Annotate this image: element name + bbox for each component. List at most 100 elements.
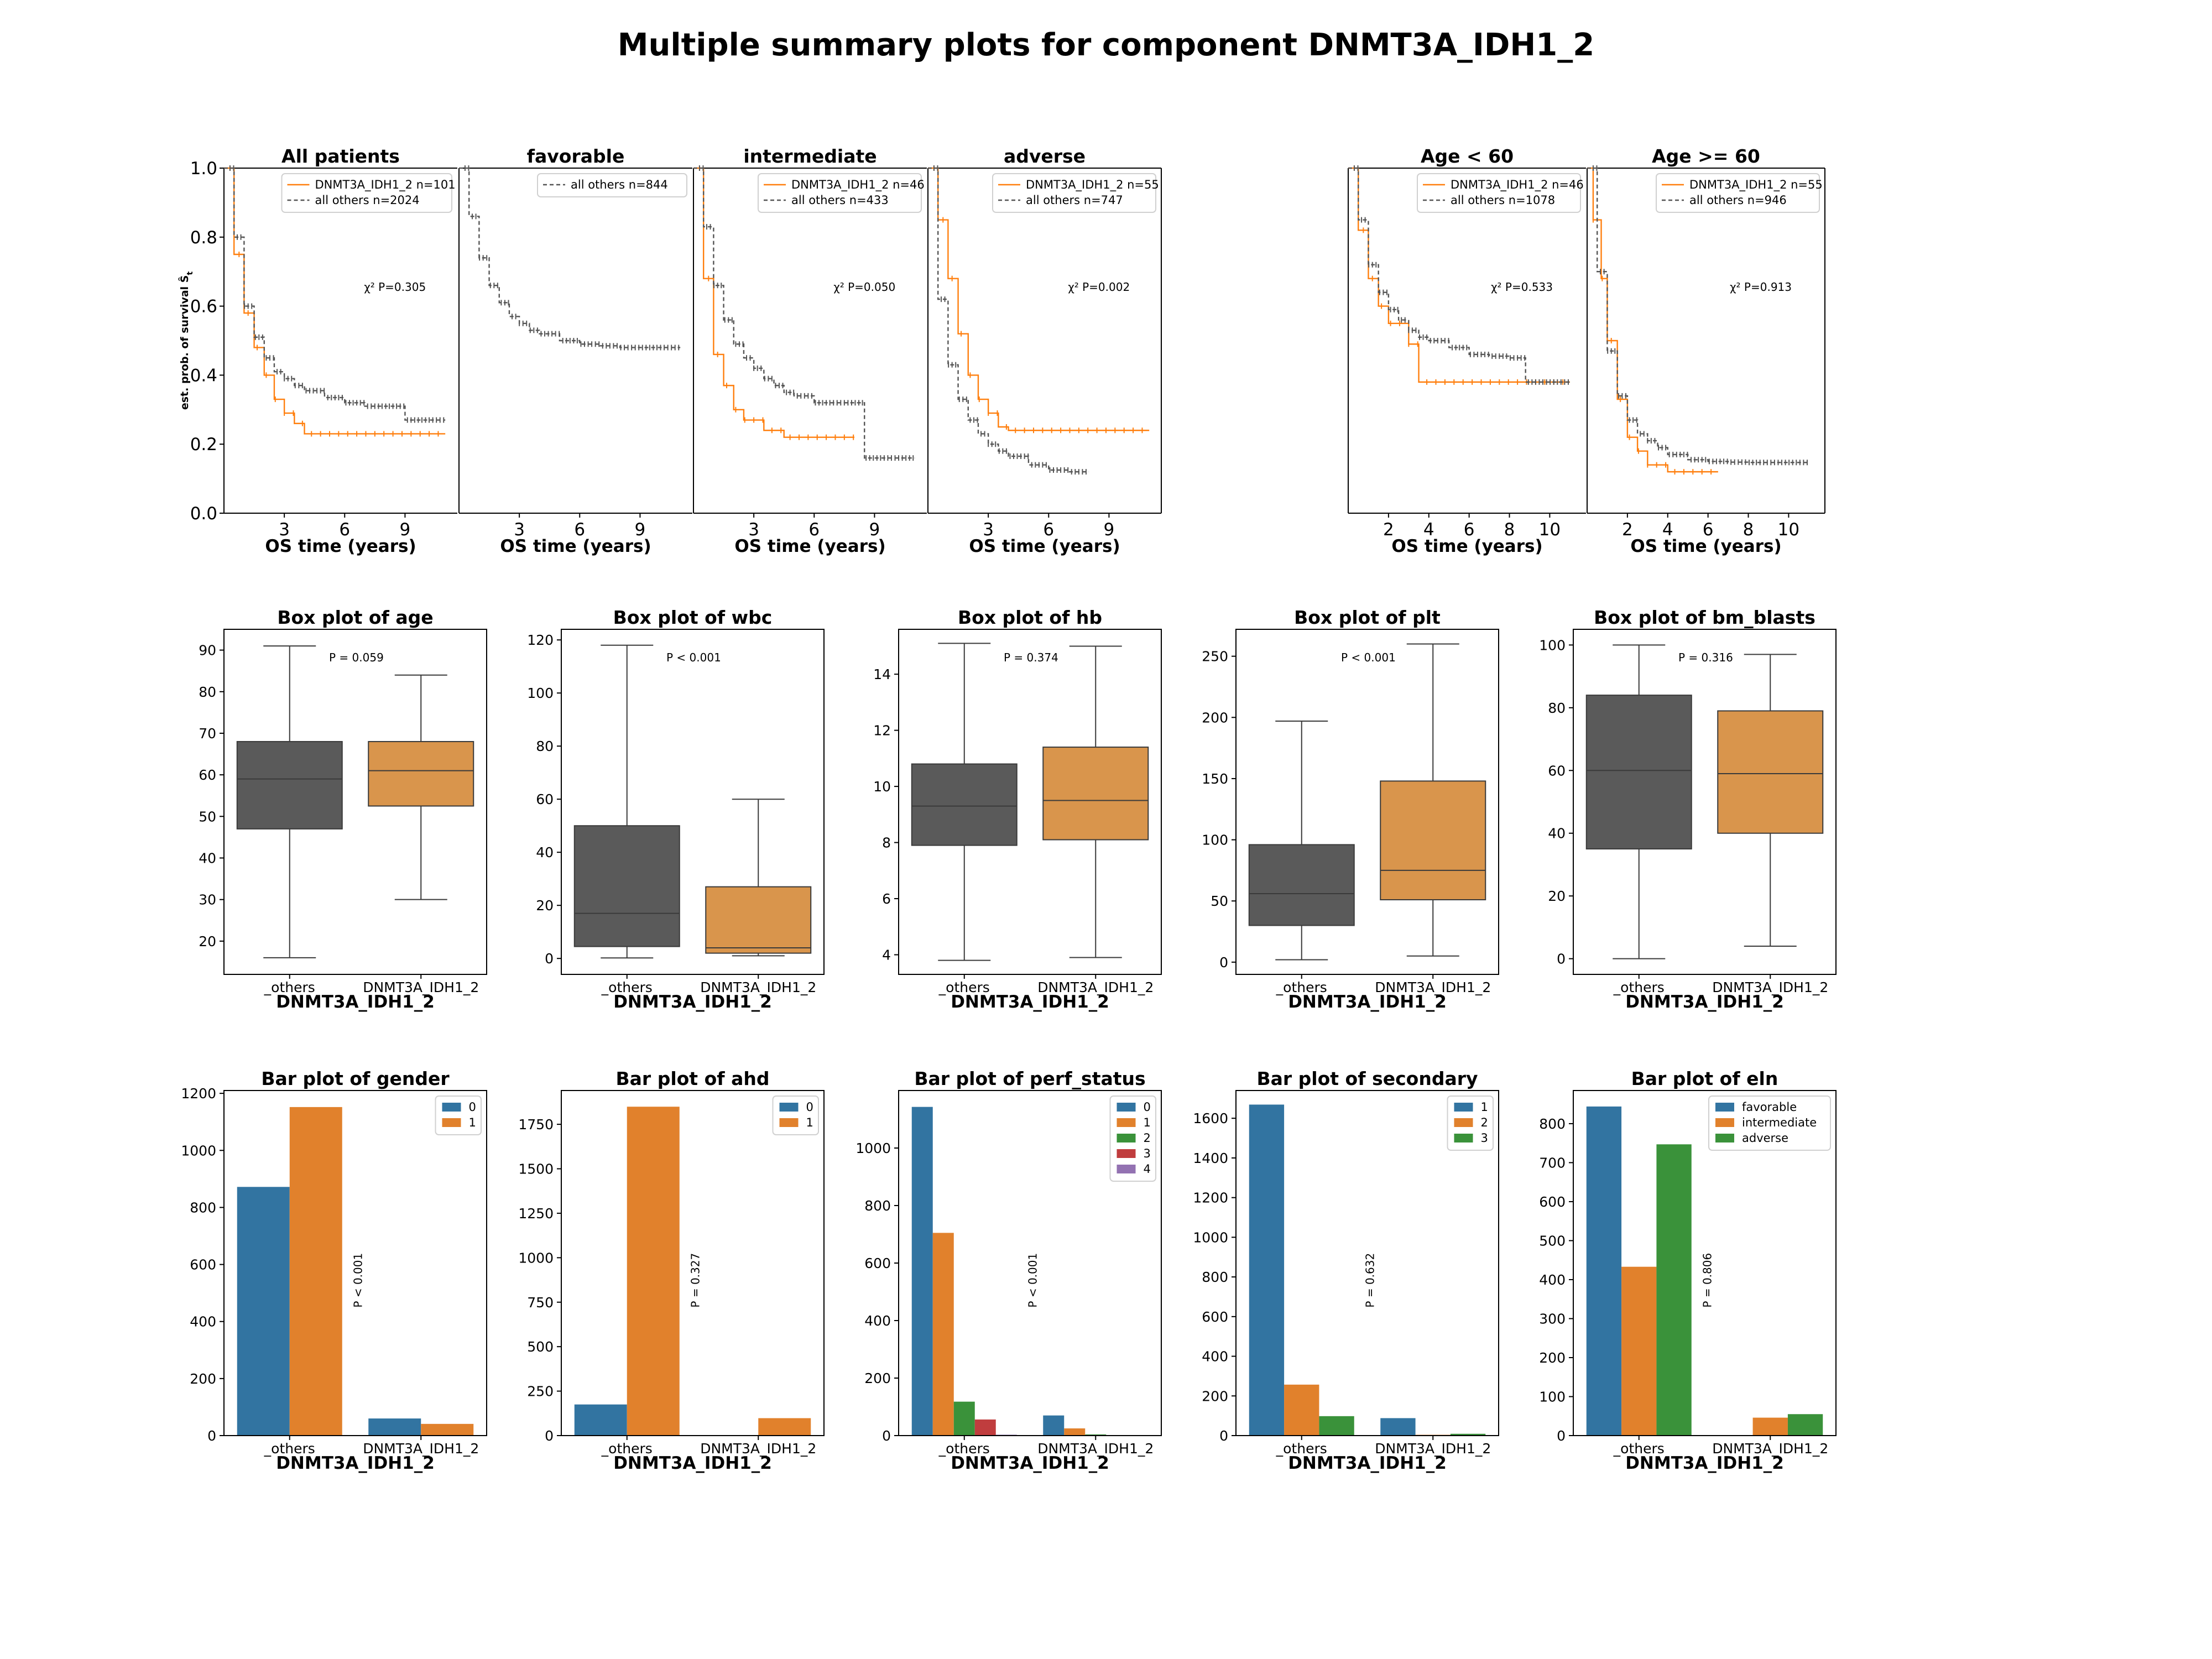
y-tick-label: 750 [527, 1295, 554, 1311]
bar [1656, 1144, 1692, 1436]
y-tick-label: 0.6 [190, 297, 217, 317]
bar [974, 1419, 996, 1436]
x-tick-label: 9 [869, 520, 880, 540]
legend-label: adverse [1742, 1131, 1788, 1145]
figure-title: Multiple summary plots for component DNM… [618, 27, 1594, 63]
y-tick-label: 100 [1202, 832, 1228, 848]
axes-frame [898, 629, 1162, 975]
y-tick-label: 1750 [518, 1117, 554, 1133]
x-tick-label: 6 [339, 520, 350, 540]
y-tick-label: 300 [1539, 1311, 1566, 1327]
y-tick-label: 40 [199, 850, 216, 866]
panel-title: Box plot of hb [958, 607, 1102, 628]
legend-label: all others n=844 [571, 178, 668, 191]
km-panel: 3 6 9 intermediate OS time (years) χ² P=0.050… [693, 145, 927, 556]
x-tick-label: _others [264, 1441, 315, 1457]
y-tick-label: 0 [1557, 1428, 1566, 1444]
y-tick-label: 800 [190, 1199, 216, 1215]
p-value-annotation: χ² P=0.002 [1068, 280, 1130, 294]
bar [421, 1423, 474, 1436]
y-tick-label: 50 [1211, 893, 1228, 909]
km-curve-component [928, 167, 1150, 431]
km-curve-component [1587, 167, 1718, 473]
y-tick-label: 0 [1219, 1428, 1228, 1444]
bar-panel: 0 100 200 300 400 500 600 700 800 Bar plot of eln… [1539, 1068, 1837, 1473]
x-axis-label: DNMT3A_IDH1_2 [276, 1453, 435, 1473]
km-curve-others [224, 167, 446, 421]
x-tick-label: 9 [1104, 520, 1115, 540]
legend-swatch [1454, 1118, 1473, 1127]
x-axis-label: OS time (years) [734, 536, 885, 556]
y-tick-label: 60 [199, 767, 216, 783]
x-tick-label: 6 [1464, 520, 1475, 540]
y-tick-label: 80 [1548, 700, 1566, 716]
panel-title: Box plot of bm_blasts [1594, 607, 1815, 628]
box-iqr [911, 763, 1018, 846]
y-tick-label: 20 [199, 933, 216, 950]
legend-box [1417, 173, 1581, 213]
y-tick-label: 200 [1202, 1388, 1228, 1404]
y-tick-label: 400 [1539, 1272, 1566, 1288]
legend-box [537, 173, 687, 197]
km-curve-component [693, 167, 855, 438]
x-tick-label: 6 [574, 520, 585, 540]
axes-frame [1235, 1090, 1499, 1436]
bar [237, 1187, 290, 1436]
p-value-annotation: P < 0.001 [352, 1253, 365, 1308]
legend-swatch [1454, 1134, 1473, 1142]
axes-frame [1573, 1090, 1837, 1436]
y-tick-label: 150 [1202, 771, 1228, 787]
x-axis-label: DNMT3A_IDH1_2 [276, 992, 435, 1012]
x-axis-label: OS time (years) [1391, 536, 1542, 556]
x-tick-label: 9 [400, 520, 411, 540]
legend-label: DNMT3A_IDH1_2 n=46 [1451, 178, 1584, 192]
legend-box [1656, 173, 1820, 213]
legend-swatch [1117, 1134, 1136, 1142]
axes-frame [898, 1090, 1162, 1436]
y-tick-label: 600 [864, 1255, 891, 1271]
y-tick-label: 100 [1539, 637, 1566, 653]
x-tick-label: 2 [1622, 520, 1633, 540]
y-tick-label: 1500 [518, 1161, 554, 1177]
y-tick-label: 0.4 [190, 366, 217, 385]
x-axis-label: DNMT3A_IDH1_2 [1625, 992, 1784, 1012]
legend-label: 0 [469, 1100, 476, 1114]
x-tick-label: DNMT3A_IDH1_2 [363, 979, 479, 995]
y-tick-label: 0 [882, 1428, 891, 1444]
x-tick-label: _others [601, 1441, 653, 1457]
y-tick-label: 800 [1202, 1269, 1228, 1285]
box-iqr [1042, 747, 1149, 841]
panel-title: Age >= 60 [1652, 145, 1760, 167]
x-tick-label: 10 [1778, 520, 1799, 540]
x-axis-label: DNMT3A_IDH1_2 [1288, 1453, 1447, 1473]
y-tick-label: 100 [1539, 1389, 1566, 1405]
p-value-annotation: χ² P=0.913 [1730, 280, 1792, 294]
x-tick-label: DNMT3A_IDH1_2 [1712, 979, 1828, 995]
legend-swatch [1454, 1103, 1473, 1112]
y-tick-label: 30 [199, 892, 216, 908]
y-tick-label: 14 [873, 666, 891, 682]
legend-swatch [1117, 1103, 1136, 1112]
y-tick-label: 1250 [518, 1206, 554, 1222]
panel-title: Bar plot of perf_status [914, 1068, 1145, 1089]
y-tick-label: 1.0 [190, 159, 217, 179]
legend-swatch [1117, 1165, 1136, 1173]
y-tick-label: 8 [882, 835, 891, 851]
km-panel: 3 6 9 favorable OS time (years) all others n=… [458, 145, 692, 556]
p-value-annotation: P = 0.806 [1701, 1253, 1714, 1308]
legend-box [758, 173, 922, 213]
x-axis-label: DNMT3A_IDH1_2 [1625, 1453, 1784, 1473]
axes-frame [561, 629, 825, 975]
p-value-annotation: P = 0.632 [1364, 1253, 1377, 1308]
legend-label: 2 [1481, 1116, 1488, 1129]
legend-swatch [1715, 1134, 1734, 1142]
y-tick-label: 6 [882, 891, 891, 907]
y-tick-label: 1000 [518, 1250, 554, 1266]
x-tick-label: 4 [1662, 520, 1673, 540]
x-tick-label: 6 [808, 520, 820, 540]
x-tick-label: 9 [635, 520, 646, 540]
y-tick-label: 400 [190, 1314, 216, 1330]
axes-frame [223, 629, 487, 975]
y-tick-label: 0 [545, 1428, 554, 1444]
